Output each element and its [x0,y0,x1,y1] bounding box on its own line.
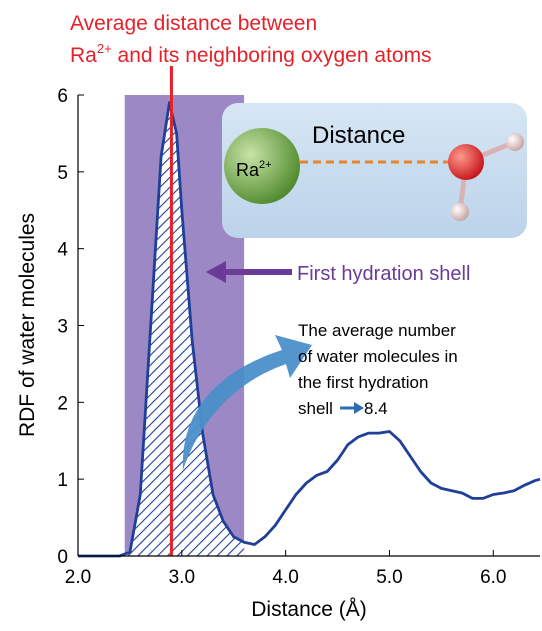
x-axis-label: Distance (Å) [251,598,367,621]
title-ion: Ra [70,44,97,67]
shell-arrow-head [206,261,226,283]
count-text: of water molecules in [298,347,458,366]
y-tick-label: 4 [57,240,68,261]
ion-charge: 2+ [259,159,272,171]
oxygen [448,144,484,180]
y-axis-label: RDF of water molecules [16,213,39,437]
y-tick-label: 2 [57,393,68,414]
inset-box [222,103,527,238]
rdf-line [78,101,541,558]
x-tick-label: 4.0 [272,567,298,588]
hatched-area [124,102,245,556]
over-layer: Ra2+ Distance First hydration shell The … [182,103,527,470]
ion-name: Ra [236,160,260,180]
title-charge: 2+ [97,41,112,56]
inset-label: Distance [312,122,405,149]
count-text: The average number [298,321,456,340]
y-tick-label: 0 [57,547,68,568]
curved-arrow [182,335,312,470]
hydrogen [451,203,469,221]
x-tick-label: 2.0 [65,567,91,588]
title-line-2: Ra2+ and its neighboring oxygen atoms [70,41,432,67]
x-tick-label: 3.0 [169,567,195,588]
hydrogen [506,133,524,151]
y-tick-label: 3 [57,317,68,338]
count-text: shell [298,399,333,418]
y-tick-label: 6 [57,86,68,107]
ion-label: Ra2+ [236,159,272,180]
x-tick-label: 5.0 [376,567,402,588]
small-arrow-head [354,402,364,414]
y-tick-label: 1 [57,470,68,491]
shell-label: First hydration shell [297,263,470,285]
count-value: 8.4 [364,399,388,418]
title-rest: and its neighboring oxygen atoms [112,44,432,67]
x-tick-label: 6.0 [480,567,506,588]
count-text: the first hydration [298,373,428,392]
title-line-1: Average distance between [70,12,317,35]
ion-sphere [224,128,300,204]
y-tick-label: 5 [57,163,68,184]
